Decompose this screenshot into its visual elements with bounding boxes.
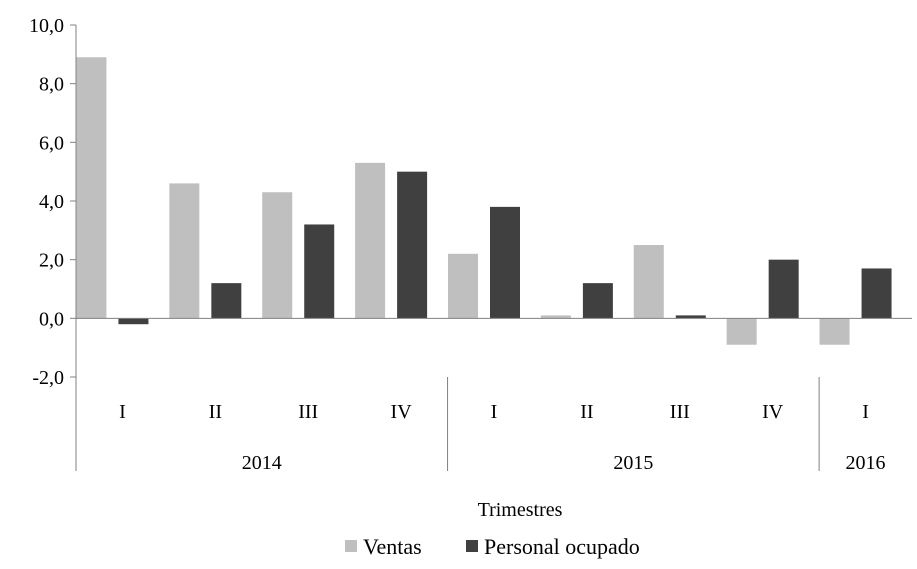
bar-ventas (540, 315, 571, 319)
year-label: 2015 (613, 452, 653, 474)
x-axis-title: Trimestres (478, 499, 563, 521)
y-tick-label: 2,0 (39, 250, 64, 272)
bar-ventas (76, 57, 107, 319)
y-tick-label: 6,0 (39, 132, 64, 154)
legend-label: Ventas (363, 534, 422, 559)
x-tick-label: IV (762, 401, 784, 423)
bar-ventas (633, 245, 664, 319)
year-label: 2016 (846, 452, 886, 474)
legend: Ventas Personal ocupado (345, 534, 640, 559)
bar-personal-ocupado (861, 268, 892, 319)
bar-personal-ocupado (582, 283, 613, 319)
x-tick-label: II (209, 401, 222, 423)
bar-personal-ocupado (304, 224, 335, 319)
year-label: 2014 (242, 452, 282, 474)
bar-ventas (726, 318, 757, 345)
bar-personal-ocupado (397, 171, 428, 319)
y-tick-label: 8,0 (39, 74, 64, 96)
bar-personal-ocupado (490, 206, 520, 319)
x-tick-label: IV (391, 401, 413, 423)
x-tick-label: I (119, 401, 126, 423)
bar-ventas (448, 253, 478, 319)
x-tick-label: I (862, 401, 869, 423)
bars (76, 57, 892, 345)
x-tick-label: I (491, 401, 498, 423)
bar-personal-ocupado (118, 318, 149, 325)
bar-ventas (169, 183, 200, 319)
legend-swatch (345, 540, 357, 552)
bar-ventas (355, 162, 386, 319)
bar-personal-ocupado (675, 315, 706, 319)
x-tick-label: III (670, 401, 690, 423)
bar-personal-ocupado (768, 259, 799, 319)
x-tick-label: II (580, 401, 593, 423)
legend-label: Personal ocupado (484, 534, 640, 559)
bar-personal-ocupado (211, 283, 242, 319)
y-tick-label: -2,0 (32, 367, 64, 389)
bar-ventas (819, 318, 850, 345)
y-tick-label: 0,0 (39, 308, 64, 330)
x-tick-label: III (298, 401, 318, 423)
bar-ventas (262, 192, 293, 319)
legend-swatch (466, 540, 478, 552)
y-tick-label: 4,0 (39, 191, 64, 213)
y-tick-label: 10,0 (29, 15, 64, 37)
y-axis-ticks: -2,0 0,0 2,0 4,0 6,0 8,0 10,0 (29, 15, 77, 389)
